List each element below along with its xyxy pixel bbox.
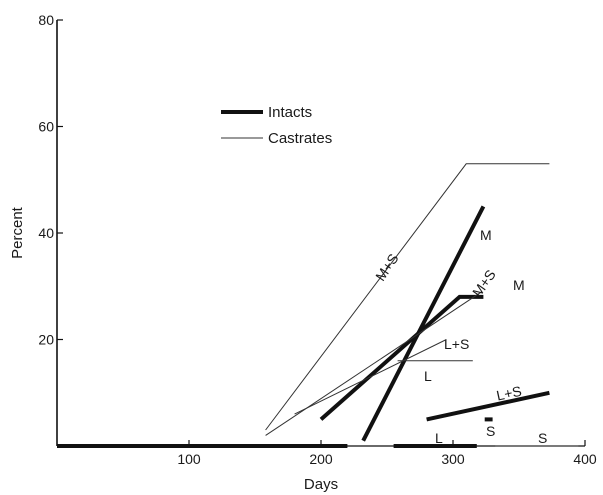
x-tick-label: 200 [309,451,333,467]
label-castrates-l: L [424,368,432,384]
y-tick-label: 20 [38,332,54,348]
legend-label-intacts: Intacts [268,104,312,121]
legend: Intacts Castrates [221,104,332,147]
series-line-castrates-l-plus-s [294,339,447,415]
label-intacts-l-plus-s: L+S [495,383,523,404]
series-line-intacts-m [361,205,486,442]
y-tick-label: 80 [38,12,54,28]
x-tick-label: 400 [573,451,597,467]
y-axis-title: Percent [9,206,26,259]
series-line-castrates-m-plus-s [265,163,550,431]
y-tick-label: 40 [38,225,54,241]
legend-label-castrates: Castrates [268,130,332,147]
series-line-intacts-m-plus-s [319,294,484,421]
series-line-castrates-m [265,291,483,436]
label-castrates-s: S [538,430,547,446]
x-tick-label: 100 [177,451,201,467]
x-tick-label: 300 [441,451,465,467]
series-group [57,163,579,448]
axes: 20 40 60 80 100 200 300 400 Days Percent [9,12,597,493]
label-castrates-m: M [513,277,525,293]
series-line-intacts-l-plus-s [426,390,550,422]
x-axis-title: Days [304,476,338,493]
label-intacts-l: L [435,430,443,446]
y-tick-label: 60 [38,119,54,135]
label-intacts-s: S [486,423,495,439]
label-intacts-m: M [480,227,492,243]
label-intacts-m-plus-s: M+S [469,267,499,300]
label-castrates-l-plus-s: L+S [444,336,469,352]
